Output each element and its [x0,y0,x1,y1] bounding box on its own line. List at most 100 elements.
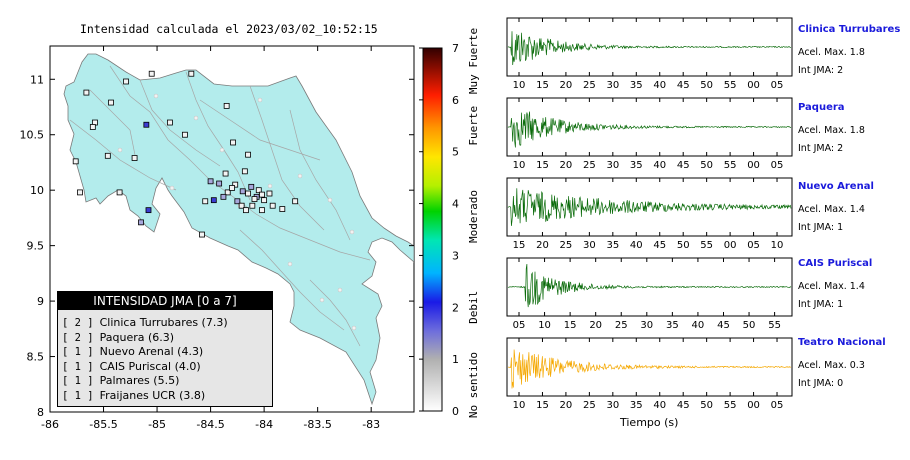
station-marker [148,70,155,77]
station-marker [249,202,256,209]
waveform-tick-label: 25 [615,320,628,331]
waveform-tick-label: 40 [653,160,666,171]
colorbar-tick-label: 3 [452,249,459,262]
waveform-tick-label: 35 [606,240,619,251]
waveform-tick-label: 30 [606,400,619,411]
waveform-tick-label: 55 [724,400,737,411]
map-title: Intensidad calculada el 2023/03/02_10:52… [80,22,378,36]
station-marker [269,202,276,209]
waveform-panel: 05 10 15 20 25 30 35 40 45 50 55 [506,257,793,331]
station-marker [181,131,188,138]
waveform-tick-label: 50 [743,320,756,331]
colorbar-tick-label: 2 [452,301,459,314]
station-marker [216,180,223,187]
waveform-tick-label: 10 [513,160,526,171]
colorbar-level-labels: No sentido Debil Moderado Fuerte Muy Fuerte [467,28,480,418]
colorbar-tick-label: 5 [452,146,459,159]
station-name-teatro-nacional: Teatro Nacional [798,337,886,348]
station-marker [145,207,152,214]
colorbar-tick-label: 6 [452,94,459,107]
legend-item-label: Fraijanes UCR (3.8) [99,388,206,402]
waveform-tick-label: 55 [768,320,781,331]
legend-item: [ 1 ] Nuevo Arenal (4.3) [62,345,272,360]
legend-title: INTENSIDAD JMA [0 a 7] [58,292,272,310]
waveform-tick-label: 10 [513,80,526,91]
waveform-panels: 10 15 20 25 30 35 40 45 50 55 00 05 10 15 20 25 30 35 40 45… [506,17,793,411]
legend-item: [ 2 ] Paquera (6.3) [62,331,272,346]
station-marker [243,207,249,214]
waveform-tick-label: 10 [513,400,526,411]
station-marker [123,78,129,85]
station-jma-cais-puriscal: Int JMA: 1 [798,299,844,310]
waveform-tick-label: 20 [560,160,573,171]
lon-tick-label: -85.5 [89,418,117,431]
legend-item: [ 2 ] Clinica Turrubares (7.3) [62,316,272,331]
legend-item-label: Paquera (6.3) [99,330,175,344]
station-marker [224,189,231,196]
station-name-clinica-turrubares: Clinica Turrubares [798,24,901,35]
waveform-tick-label: 40 [653,400,666,411]
legend-item-bracket: [ 2 ] [62,331,94,344]
station-marker [266,190,273,197]
station-marker [222,170,229,177]
station-marker [259,191,265,198]
lon-tick-label: -83.5 [303,418,331,431]
waveform-tick-label: 15 [536,80,549,91]
legend-item-label: Nuevo Arenal (4.3) [99,345,204,359]
waveform-tick-label: 15 [536,400,549,411]
waveform-tick-label: 25 [583,400,596,411]
station-marker [259,207,265,214]
waveform-panel: 10 15 20 25 30 35 40 45 50 55 00 05 [506,17,793,91]
station-name-cais-puriscal: CAIS Puriscal [798,258,873,269]
station-marker [138,219,144,226]
waveform-tick-label: 35 [630,400,643,411]
station-jma-teatro-nacional: Int JMA: 0 [798,378,844,389]
river-lines [69,65,371,347]
station-acel-cais-puriscal: Acel. Max. 1.4 [798,281,865,292]
station-marker [229,185,235,191]
waveform-tick-label: 50 [700,80,713,91]
station-marker [207,178,214,185]
waveform-tick-label: 40 [653,80,666,91]
legend-item-bracket: [ 1 ] [62,389,94,402]
lon-tick-label: -84.5 [196,418,224,431]
legend-item: [ 1 ] Fraijanes UCR (3.8) [62,389,272,404]
waveform-tick-label: 25 [583,160,596,171]
waveform-tick-label: 55 [724,80,737,91]
station-marker [223,102,230,109]
waveform-tick-label: 30 [583,240,596,251]
colorbar-level-label: Debil [467,291,480,324]
station-marker [232,181,239,188]
waveform-tick-label: 35 [666,320,679,331]
waveform-tick-label: 45 [677,160,690,171]
waveform-tick-label: 05 [771,400,784,411]
station-marker [255,187,262,194]
waveform-tick-label: 20 [589,320,602,331]
station-marker [234,198,241,205]
waveform-tick-label: 20 [560,400,573,411]
station-marker [202,198,209,205]
legend-item-bracket: [ 1 ] [62,346,94,359]
waveform-tick-label: 15 [536,160,549,171]
station-marker [230,139,236,146]
legend-item-label: Clinica Turrubares (7.3) [99,316,228,329]
waveform-tick-label: 15 [513,240,526,251]
lon-tick-label: -85 [148,418,166,431]
colorbar-level-label: Muy Fuerte [467,28,480,94]
station-marker [220,193,227,200]
waveform-frame [506,97,793,157]
station-marker [245,190,251,197]
waveform-tick-label: 15 [564,320,577,331]
waveform-tick-label: 45 [677,80,690,91]
lat-tick-label: 8.5 [27,351,45,364]
waveform-panel: 10 15 20 25 30 35 40 45 50 55 00 05 [506,97,793,171]
waveform-tick-label: 45 [717,320,730,331]
waveform-panel: 10 15 20 25 30 35 40 45 50 55 00 05 [506,337,793,411]
station-marker [188,70,195,77]
legend-item: [ 1 ] Palmares (5.5) [62,374,272,389]
station-jma-paquera: Int JMA: 2 [798,143,844,154]
station-name-nuevo-arenal: Nuevo Arenal [798,181,874,192]
station-marker [241,168,248,175]
waveform-tick-label: 55 [724,160,737,171]
waveform-tick-label: 05 [513,320,526,331]
